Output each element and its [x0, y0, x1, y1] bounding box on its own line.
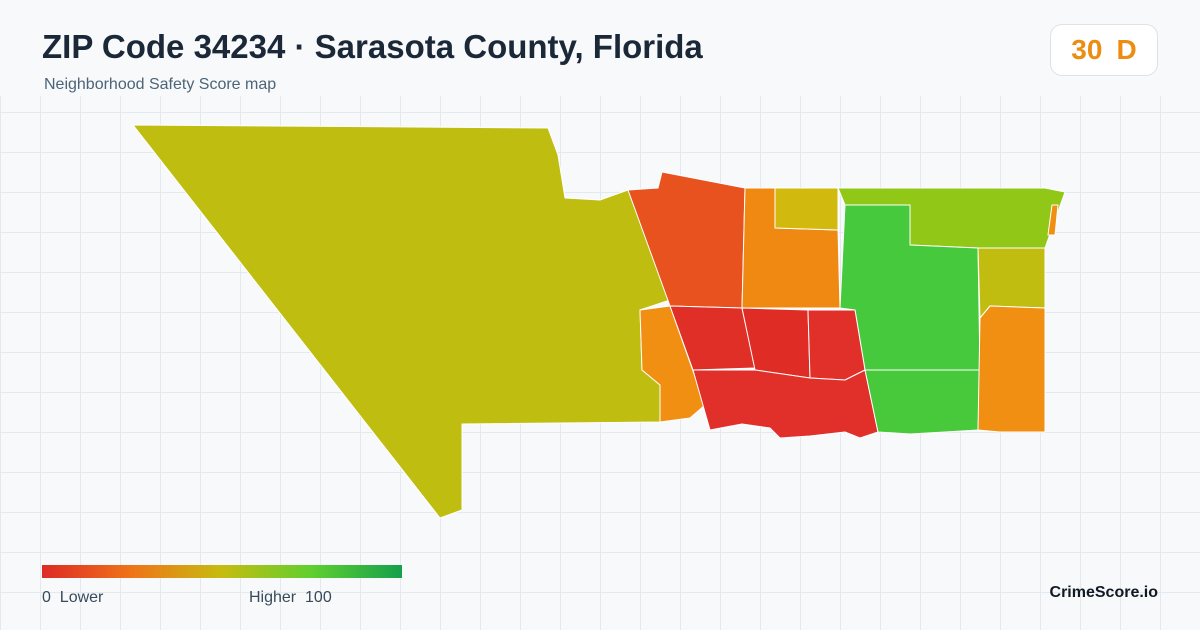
map-region[interactable] — [807, 309, 866, 381]
brand-logo: CrimeScore.io — [1049, 584, 1158, 601]
header — [0, 0, 1200, 96]
score-value: 30 — [1071, 34, 1103, 65]
legend-high-value: 100 — [305, 589, 332, 606]
legend-low: 0 Lower — [42, 589, 103, 607]
map-region[interactable] — [132, 124, 671, 519]
legend-high-label: Higher — [249, 589, 297, 606]
page-title: ZIP Code 34234 · Sarasota County, Florid… — [42, 28, 703, 65]
map-region[interactable] — [774, 187, 839, 231]
map-region[interactable] — [864, 369, 981, 435]
legend-color-bar — [42, 565, 402, 578]
score-grade: D — [1116, 34, 1137, 65]
map-region[interactable] — [1047, 204, 1059, 236]
legend-low-value: 0 — [42, 589, 51, 606]
score-badge: 30 D — [1050, 24, 1158, 76]
page-subtitle: Neighborhood Safety Score map — [44, 76, 277, 93]
map-region[interactable] — [977, 305, 1046, 433]
map-region[interactable] — [692, 369, 879, 439]
legend-high: Higher 100 — [249, 589, 332, 607]
legend-low-label: Lower — [59, 589, 104, 606]
